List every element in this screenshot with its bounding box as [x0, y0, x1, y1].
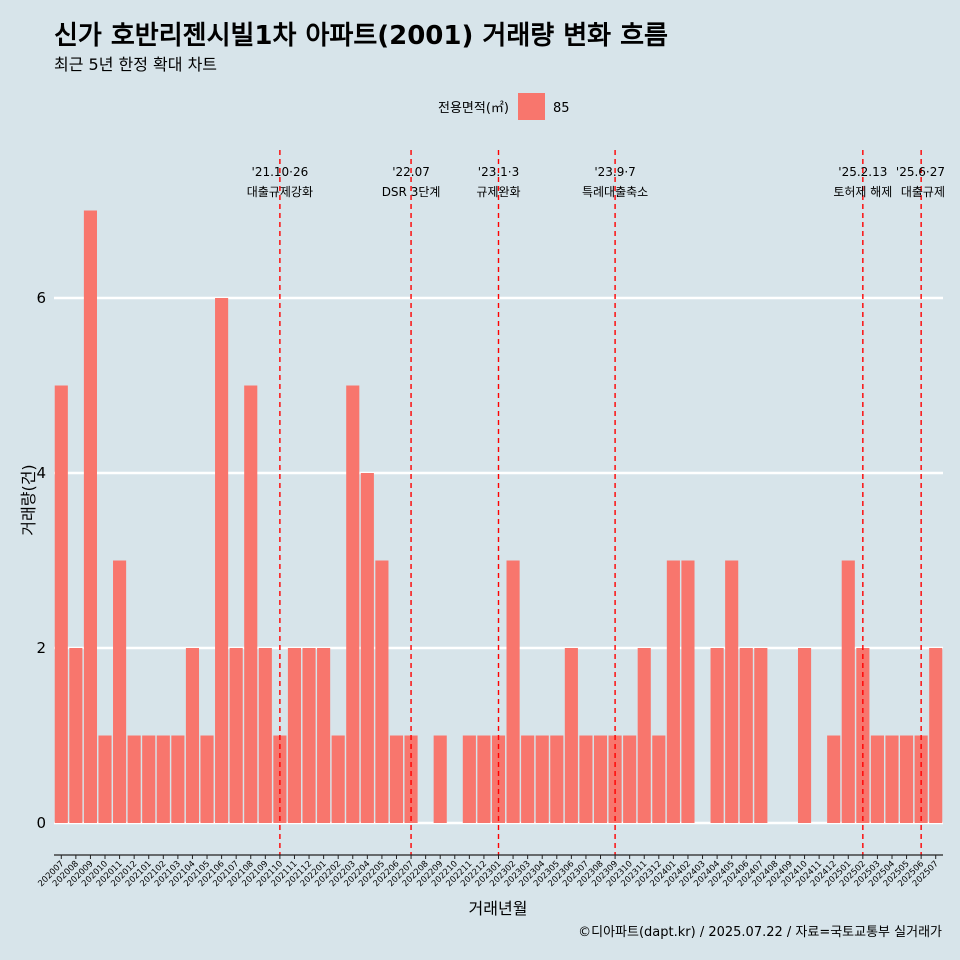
bar-202108: [244, 385, 258, 823]
event-date: '25.2.13: [838, 165, 887, 179]
bar-202405: [725, 560, 739, 823]
bar-202312: [652, 735, 666, 823]
bar-202211: [462, 735, 476, 823]
bar-202406: [739, 648, 753, 823]
bar-202102: [156, 735, 170, 823]
bar-202311: [637, 648, 651, 823]
event-label: 대출규제강화: [247, 185, 313, 199]
bar-202505: [900, 735, 914, 823]
bar-202204: [360, 473, 374, 823]
bar-202104: [185, 648, 200, 823]
bar-202109: [258, 648, 272, 823]
event-label: DSR 3단계: [382, 185, 441, 199]
event-date: '23.9·7: [594, 165, 635, 179]
y-tick-label: 4: [36, 464, 46, 482]
bar-202503: [870, 735, 884, 823]
y-tick-label: 2: [36, 639, 46, 657]
event-label: 특례대출축소: [582, 185, 648, 199]
bar-202302: [506, 560, 520, 823]
bar-202008: [69, 648, 83, 823]
bar-202201: [317, 648, 331, 823]
bar-202305: [550, 735, 564, 823]
y-tick-label: 0: [36, 814, 46, 832]
legend-entry-label: 85: [553, 101, 570, 116]
x-axis-label: 거래년월: [469, 899, 528, 918]
event-date: '25.6·27: [896, 165, 945, 179]
bar-202307: [579, 735, 593, 823]
bar-202107: [229, 648, 243, 823]
bar-202203: [346, 385, 360, 823]
legend-swatch: [518, 93, 545, 120]
bar-202009: [83, 210, 97, 823]
bar-202209: [433, 735, 447, 823]
bar-202309: [608, 735, 622, 823]
event-date: '21.10·26: [252, 165, 309, 179]
event-date: '23.1·3: [478, 165, 519, 179]
bar-202407: [754, 648, 768, 823]
bar-202011: [113, 560, 127, 823]
bar-202206: [389, 735, 404, 823]
bar-202205: [375, 560, 389, 823]
bar-202404: [710, 648, 724, 823]
event-label: 대출규제: [901, 185, 945, 199]
bar-202507: [929, 648, 943, 823]
bar-202306: [564, 648, 578, 823]
bar-202202: [331, 735, 345, 823]
bar-202412: [827, 735, 841, 823]
bar-202010: [98, 735, 112, 823]
bar-202007: [54, 385, 68, 823]
bar-202410: [797, 648, 812, 823]
bar-202310: [623, 735, 637, 823]
y-tick-label: 6: [36, 289, 46, 307]
bar-202105: [200, 735, 214, 823]
bar-202303: [521, 735, 535, 823]
bar-202506: [914, 735, 928, 823]
legend-title: 전용면적(㎡): [438, 101, 509, 116]
event-label: 규제완화: [476, 185, 520, 199]
chart-subtitle: 최근 5년 한정 확대 차트: [54, 55, 217, 74]
bars: [54, 210, 943, 823]
bar-202101: [142, 735, 156, 823]
bar-202504: [885, 735, 899, 823]
chart-title: 신가 호반리젠시빌1차 아파트(2001) 거래량 변화 흐름: [54, 21, 668, 51]
bar-202212: [477, 735, 491, 823]
bar-202304: [535, 735, 549, 823]
bar-202110: [273, 735, 287, 823]
bar-202103: [171, 735, 185, 823]
legend: 전용면적(㎡) 85: [438, 93, 570, 120]
bar-202501: [841, 560, 855, 823]
bar-202012: [127, 735, 141, 823]
bar-202401: [666, 560, 680, 823]
y-axis-label: 거래량(건): [19, 464, 38, 535]
bar-202207: [404, 735, 418, 823]
event-annotations: '21.10·26 대출규제강화 '22.07 DSR 3단계 '23.1·3 규제완화 '…: [247, 150, 945, 855]
bar-202308: [593, 735, 608, 823]
event-date: '22.07: [392, 165, 430, 179]
bar-202106: [215, 298, 229, 823]
caption: ©디아파트(dapt.kr) / 2025.07.22 / 자료=국토교통부 실…: [578, 925, 942, 940]
bar-202301: [491, 735, 506, 823]
bar-202111: [287, 648, 302, 823]
bar-202112: [302, 648, 316, 823]
event-label: 토허제 해제: [833, 185, 892, 199]
bar-202402: [681, 560, 695, 823]
